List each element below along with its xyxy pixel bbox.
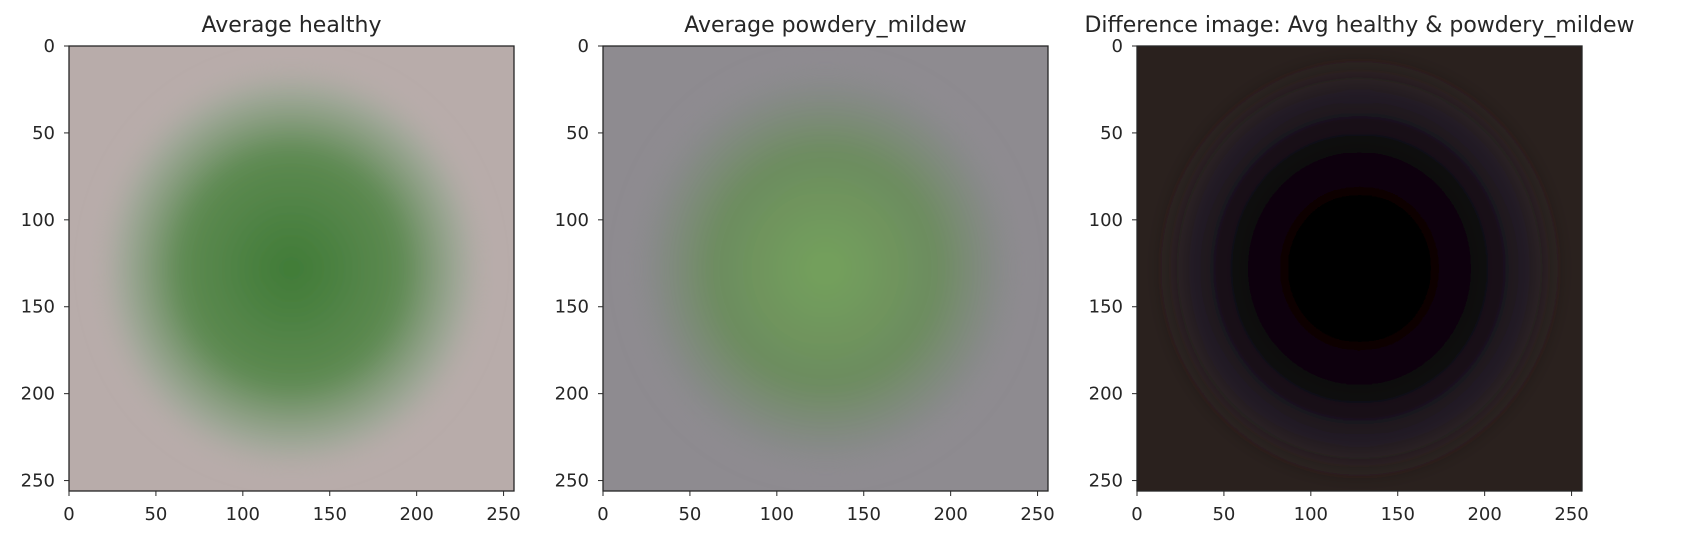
panel-2: Average powdery_mildew 0 50 100 150 200 250 0 50…	[555, 13, 1055, 525]
panel-title: Average healthy	[202, 13, 382, 38]
y-tick-label: 50	[32, 123, 55, 144]
y-tick-label: 250	[1089, 471, 1123, 492]
x-tick-label: 0	[597, 504, 608, 525]
y-tick-label: 150	[555, 297, 589, 318]
y-tick-label: 0	[44, 36, 55, 57]
axes-frame	[68, 45, 515, 492]
y-tick-label: 0	[578, 36, 589, 57]
axes-frame	[602, 45, 1049, 492]
x-tick-label: 50	[678, 504, 701, 525]
x-tick-label: 150	[1381, 504, 1415, 525]
panel-title: Difference image: Avg healthy & powdery_…	[1084, 13, 1634, 38]
image-area	[69, 46, 514, 491]
y-tick-label: 50	[1100, 123, 1123, 144]
image-area	[1137, 46, 1582, 491]
panel-3: Difference image: Avg healthy & powdery_…	[1084, 13, 1634, 525]
x-tick-label: 150	[313, 504, 347, 525]
y-tick-label: 100	[1089, 210, 1123, 231]
panel-1: Average healthy 0 50 100 150 200 250 0 50 100 150 2…	[21, 13, 521, 525]
axes-frame	[1136, 45, 1583, 492]
x-tick-label: 150	[847, 504, 881, 525]
leaf-blob	[91, 59, 492, 478]
leaf-blob	[625, 59, 1026, 478]
y-tick-label: 100	[555, 210, 589, 231]
y-tick-label: 150	[21, 297, 55, 318]
x-tick-label: 200	[399, 504, 433, 525]
y-tick-label: 200	[555, 384, 589, 405]
x-tick-label: 250	[1020, 504, 1054, 525]
x-tick-label: 100	[760, 504, 794, 525]
x-tick-label: 50	[1212, 504, 1235, 525]
y-tick-label: 200	[1089, 384, 1123, 405]
x-tick-label: 0	[63, 504, 74, 525]
x-tick-label: 50	[144, 504, 167, 525]
leaf-blob	[1159, 59, 1560, 478]
x-tick-label: 200	[1467, 504, 1501, 525]
x-tick-label: 250	[1554, 504, 1588, 525]
y-tick-label: 250	[555, 471, 589, 492]
panel-title: Average powdery_mildew	[684, 13, 966, 38]
y-tick-label: 250	[21, 471, 55, 492]
y-tick-label: 0	[1112, 36, 1123, 57]
x-tick-label: 0	[1131, 504, 1142, 525]
y-tick-label: 100	[21, 210, 55, 231]
x-tick-label: 250	[486, 504, 520, 525]
x-tick-label: 100	[1294, 504, 1328, 525]
y-tick-label: 150	[1089, 297, 1123, 318]
x-tick-label: 200	[933, 504, 967, 525]
y-tick-label: 200	[21, 384, 55, 405]
image-area	[603, 46, 1048, 491]
x-tick-label: 100	[226, 504, 260, 525]
y-tick-label: 50	[566, 123, 589, 144]
